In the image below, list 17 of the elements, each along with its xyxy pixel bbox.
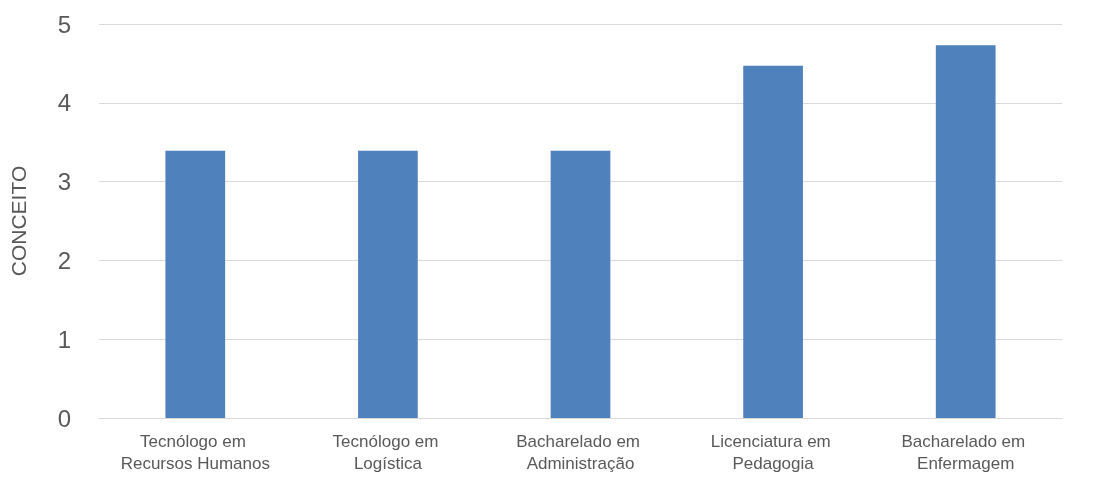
y-tick-label: 4 [57,89,71,117]
y-axis-title: CONCEITO [7,165,30,277]
y-tick-label: 3 [57,168,71,196]
y-tick-label: 0 [57,404,71,432]
bar [935,45,996,418]
bar [165,150,226,418]
x-tick-label: Tecnólogo em Recursos Humanos [120,431,270,473]
x-tick-label: Licenciatura em Pedagogia [710,431,836,473]
bar [743,65,803,418]
bar [550,150,611,418]
x-tick-label: Bacharelado em Administração [516,431,645,473]
y-tick-label: 2 [57,246,71,274]
x-tick-label: Bacharelado em Enfermagem [901,431,1030,473]
bar [358,150,418,418]
y-tick-label: 5 [57,10,71,38]
y-tick-label: 1 [57,325,71,353]
x-tick-label: Tecnólogo em Logística [332,431,444,473]
